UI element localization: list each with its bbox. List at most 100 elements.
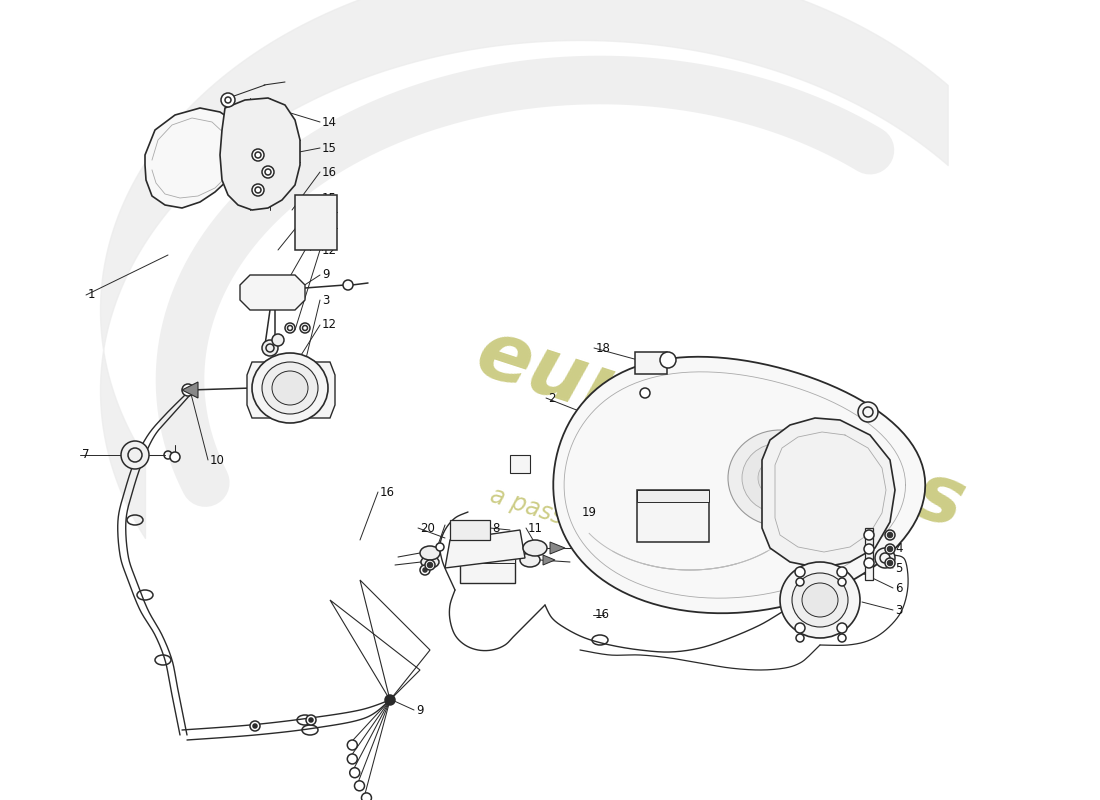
- Ellipse shape: [272, 371, 308, 405]
- Circle shape: [888, 546, 892, 551]
- Text: 7: 7: [82, 449, 89, 462]
- Circle shape: [262, 166, 274, 178]
- Text: 15: 15: [322, 142, 337, 154]
- Circle shape: [252, 184, 264, 196]
- Text: 4: 4: [895, 542, 902, 554]
- Ellipse shape: [792, 573, 848, 627]
- Text: 10: 10: [210, 454, 224, 466]
- Bar: [635, 352, 667, 374]
- Text: 13: 13: [322, 218, 337, 230]
- Ellipse shape: [802, 583, 838, 617]
- Circle shape: [362, 793, 372, 800]
- Text: 6: 6: [895, 582, 902, 594]
- Polygon shape: [240, 275, 305, 310]
- Circle shape: [221, 93, 235, 107]
- Circle shape: [306, 715, 316, 725]
- Polygon shape: [550, 542, 565, 554]
- Text: 11: 11: [528, 522, 543, 534]
- Text: 12: 12: [322, 243, 337, 257]
- Polygon shape: [248, 362, 336, 418]
- Ellipse shape: [728, 430, 832, 526]
- Circle shape: [262, 340, 278, 356]
- Circle shape: [272, 334, 284, 346]
- Circle shape: [886, 558, 895, 568]
- Circle shape: [300, 323, 310, 333]
- Text: 15: 15: [322, 191, 337, 205]
- Bar: [510, 455, 530, 473]
- Text: 12: 12: [322, 318, 337, 331]
- Text: a passion for parts since 1985: a passion for parts since 1985: [486, 483, 834, 617]
- Circle shape: [796, 578, 804, 586]
- Circle shape: [425, 560, 435, 570]
- Circle shape: [837, 623, 847, 633]
- Circle shape: [864, 530, 874, 540]
- Bar: [865, 528, 873, 580]
- Ellipse shape: [262, 362, 318, 414]
- Ellipse shape: [520, 553, 540, 567]
- Circle shape: [640, 388, 650, 398]
- Circle shape: [420, 565, 430, 575]
- Circle shape: [864, 558, 874, 568]
- Circle shape: [309, 718, 313, 722]
- Text: 14: 14: [322, 115, 337, 129]
- Bar: [450, 520, 490, 540]
- Ellipse shape: [252, 353, 328, 423]
- Bar: [295, 195, 337, 250]
- Circle shape: [253, 724, 257, 728]
- Circle shape: [424, 568, 427, 572]
- Bar: [460, 545, 515, 583]
- Ellipse shape: [758, 458, 802, 498]
- Ellipse shape: [522, 540, 547, 556]
- Text: 9: 9: [416, 703, 424, 717]
- Circle shape: [354, 781, 364, 791]
- Circle shape: [858, 402, 878, 422]
- Ellipse shape: [780, 562, 860, 638]
- Circle shape: [170, 452, 180, 462]
- Circle shape: [886, 544, 895, 554]
- Polygon shape: [553, 357, 925, 614]
- Text: 8: 8: [492, 522, 499, 534]
- Circle shape: [182, 384, 194, 396]
- Circle shape: [795, 567, 805, 577]
- Circle shape: [795, 623, 805, 633]
- Circle shape: [121, 441, 148, 469]
- Text: 17: 17: [456, 522, 471, 534]
- Circle shape: [888, 561, 892, 566]
- Polygon shape: [182, 382, 198, 398]
- Text: eurospares: eurospares: [466, 314, 975, 546]
- Circle shape: [660, 352, 676, 368]
- Circle shape: [838, 634, 846, 642]
- Circle shape: [348, 740, 358, 750]
- Circle shape: [385, 695, 395, 705]
- Circle shape: [886, 530, 895, 540]
- Circle shape: [888, 533, 892, 538]
- Polygon shape: [446, 530, 525, 568]
- Circle shape: [252, 149, 264, 161]
- Circle shape: [864, 544, 874, 554]
- Text: 16: 16: [322, 166, 337, 178]
- Circle shape: [343, 280, 353, 290]
- Polygon shape: [762, 418, 895, 568]
- Text: 20: 20: [420, 522, 434, 534]
- Text: 19: 19: [582, 506, 597, 518]
- Bar: [637, 490, 710, 542]
- Circle shape: [428, 562, 432, 567]
- Text: 18: 18: [596, 342, 611, 354]
- Text: 3: 3: [322, 294, 329, 306]
- Text: 16: 16: [595, 609, 610, 622]
- Circle shape: [350, 768, 360, 778]
- Polygon shape: [145, 108, 242, 208]
- Ellipse shape: [421, 556, 439, 568]
- Circle shape: [874, 548, 895, 568]
- Circle shape: [348, 754, 358, 764]
- Circle shape: [837, 567, 847, 577]
- Text: 16: 16: [379, 486, 395, 498]
- Circle shape: [796, 634, 804, 642]
- Text: 1: 1: [88, 289, 96, 302]
- Text: 3: 3: [895, 603, 902, 617]
- Circle shape: [838, 578, 846, 586]
- Ellipse shape: [420, 546, 440, 560]
- Polygon shape: [220, 98, 300, 210]
- Bar: [637, 490, 710, 502]
- Polygon shape: [543, 555, 556, 565]
